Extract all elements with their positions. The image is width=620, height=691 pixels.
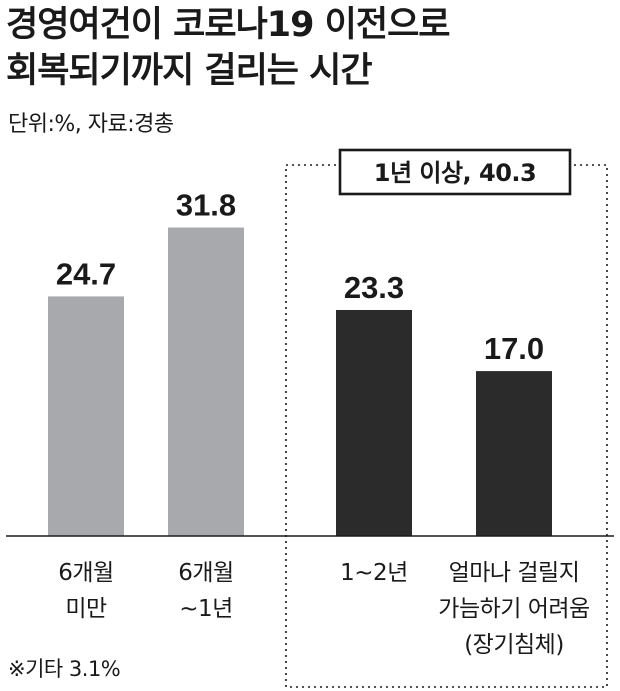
bar-3: [336, 309, 412, 536]
footnote: ※기타 3.1%: [8, 657, 121, 681]
value-label-4: 17.0: [484, 331, 544, 366]
callout-label-box: [338, 148, 572, 196]
chart-title-line-2: 회복되기까지 걸리는 시간: [6, 51, 373, 91]
bar-1: [48, 296, 124, 536]
value-label-2: 31.8: [176, 188, 236, 223]
value-label-3: 23.3: [344, 270, 404, 305]
category-label-4: 얼마나 걸릴지 가늠하기 어려움 (장기침체): [438, 560, 589, 658]
category-label-3: 1~2년: [340, 560, 408, 586]
category-label-2: 6개월 ~1년: [178, 560, 233, 622]
bar-4: [476, 371, 552, 536]
bar-2: [168, 227, 244, 537]
callout-label-text: 1년 이상, 40.3: [374, 159, 536, 187]
chart-title: 경영여건이 코로나19 이전으로 회복되기까지 걸리는 시간: [6, 2, 450, 94]
long-term-group-box: [285, 164, 608, 688]
unit-source-note: 단위:%, 자료:경총: [8, 112, 174, 137]
chart-title-line-1: 경영여건이 코로나19 이전으로: [6, 5, 450, 45]
category-label-1: 6개월 미만: [58, 560, 113, 622]
value-label-1: 24.7: [56, 256, 116, 291]
